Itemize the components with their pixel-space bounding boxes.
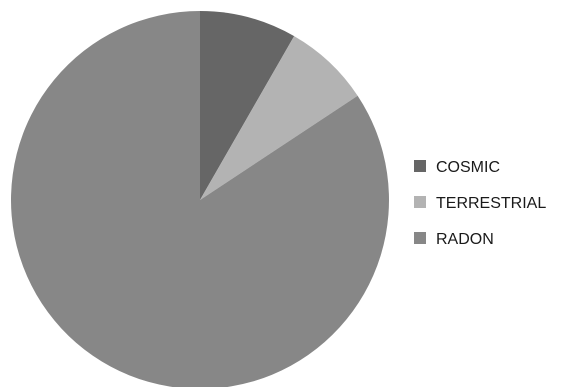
pie-slice-radon (11, 11, 389, 387)
legend-swatch-terrestrial (414, 196, 426, 208)
pie-slice-cosmic (200, 10, 295, 200)
legend-swatch-radon (414, 232, 426, 244)
legend-label-terrestrial: TERRESTRIAL (436, 195, 546, 212)
legend-label-radon: RADON (436, 231, 494, 248)
pie-slices (11, 10, 389, 387)
legend-label-cosmic: COSMIC (436, 159, 500, 176)
pie-slice-terrestrial (200, 36, 358, 201)
legend: COSMIC TERRESTRIAL RADON (414, 159, 546, 248)
legend-swatch-cosmic (414, 160, 426, 172)
